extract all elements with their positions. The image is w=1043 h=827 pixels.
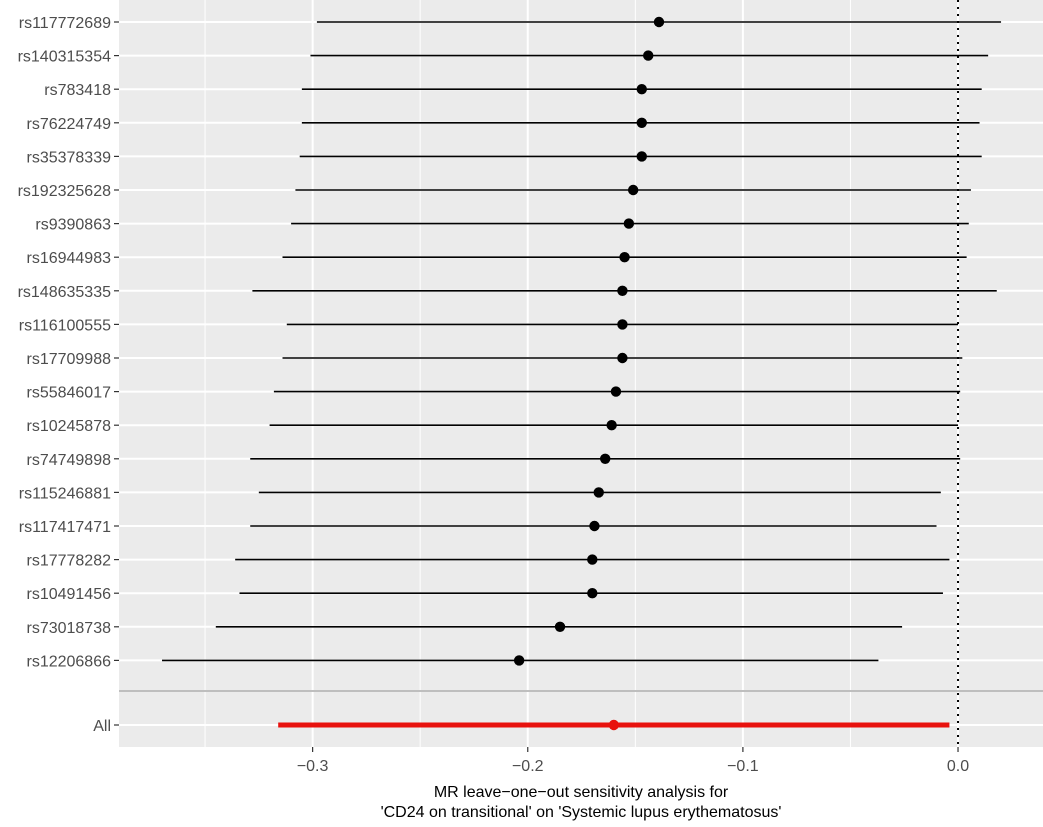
y-tick-label: rs55846017 [26,385,111,402]
point-estimate [653,16,665,28]
overall-point-estimate [608,719,620,731]
x-tick-label: −0.2 [512,758,544,775]
y-axis: rs117772689 rs140315354 rs783418 rs76224749… [18,15,119,735]
point-estimate [593,487,604,498]
point-estimate [643,50,654,61]
point-estimate [617,319,628,330]
point-estimate [587,554,598,565]
minor-gridlines [204,0,851,747]
y-tick-label: rs73018738 [26,620,111,637]
y-tick-label: rs16944983 [26,250,111,267]
y-tick-label: rs17778282 [26,553,111,570]
plot-panel [119,0,1043,747]
overall-label: All [93,718,111,735]
y-tick-label: rs140315354 [18,49,112,66]
point-estimate [606,420,617,431]
point-estimate [623,218,635,229]
point-estimate [627,184,639,196]
point-estimate [600,453,611,464]
y-tick-label: rs116100555 [19,317,111,334]
y-tick-label: rs117417471 [19,519,111,536]
point-estimate [617,285,628,296]
y-tick-label: rs12206866 [26,653,111,670]
y-tick-label: rs76224749 [26,116,111,133]
point-estimate [554,621,566,632]
x-axis-title-line1: MR leave−one−out sensitivity analysis fo… [434,784,729,801]
x-tick-label: −0.3 [297,758,329,775]
point-estimate [636,84,647,95]
point-estimates [513,16,665,731]
x-tick-label: −0.1 [727,758,759,775]
y-tick-label: rs117772689 [19,15,111,32]
y-tick-label: rs35378339 [26,149,111,166]
x-axis-title-line2: 'CD24 on transitional' on 'Systemic lupu… [381,804,782,821]
y-tick-label: rs148635335 [18,284,112,301]
point-estimate [587,588,598,599]
point-estimate [636,151,647,162]
x-tick-label: 0.0 [947,758,969,775]
y-tick-label: rs10245878 [26,418,111,435]
point-estimate [513,655,525,666]
point-estimate [589,520,600,532]
y-tick-label: rs115246881 [19,485,111,502]
point-estimate [636,117,647,128]
y-tick-label: rs783418 [44,82,111,99]
y-tick-label: rs17709988 [26,351,111,368]
y-tick-label: rs9390863 [35,217,111,234]
point-estimate [619,252,630,263]
point-estimate [610,386,622,397]
y-tick-label: rs192325628 [18,183,112,200]
y-tick-label: rs10491456 [26,586,111,603]
point-estimate [617,352,628,364]
x-axis: −0.3 −0.2 −0.1 0.0 [297,747,969,775]
y-tick-label: rs74749898 [26,452,111,469]
